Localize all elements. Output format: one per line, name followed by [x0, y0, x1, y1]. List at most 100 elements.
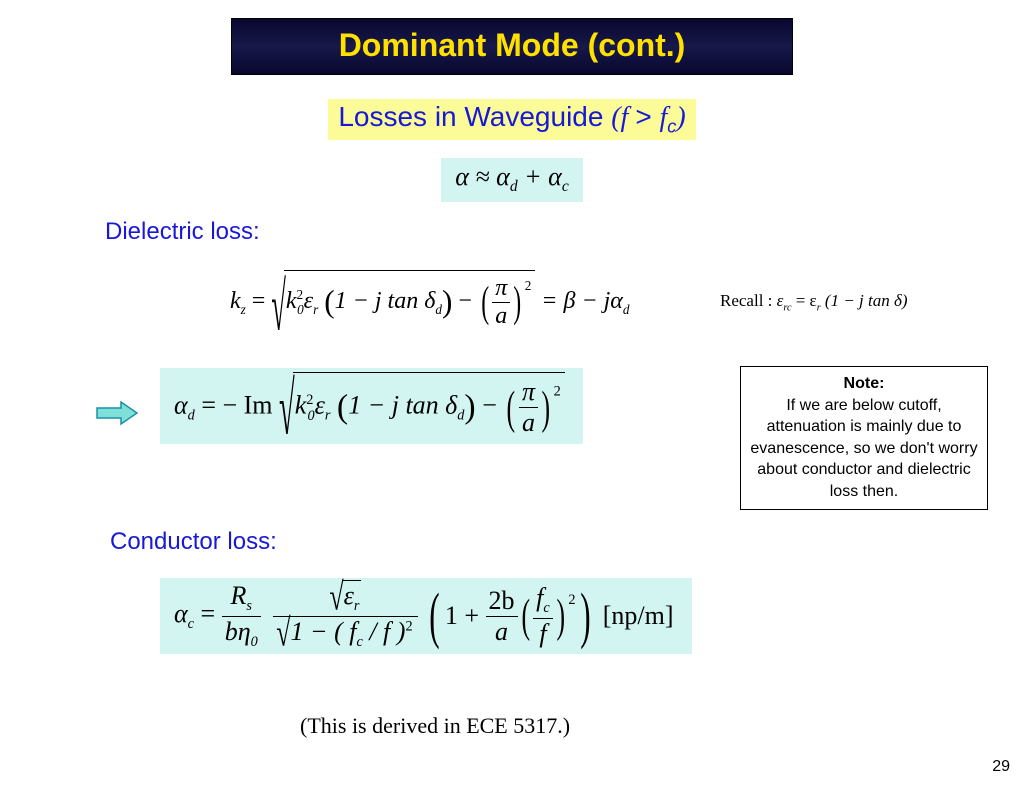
- sqrt-den: √1 − ( fc / f )2: [273, 617, 417, 651]
- ac-eq: =: [194, 599, 222, 628]
- slide-title: Dominant Mode (cont.): [231, 18, 793, 75]
- subtitle-gt: >: [635, 101, 659, 132]
- ad-sup2: 2: [554, 383, 561, 399]
- delta-d: d: [435, 302, 442, 317]
- ac-lhs: α: [174, 599, 188, 628]
- sqrt-frac: √εr √1 − ( fc / f )2: [273, 581, 417, 650]
- alpha-c-sub: c: [562, 178, 569, 195]
- eta0: 0: [251, 634, 258, 650]
- paren-content: 1 − j tan δ: [335, 288, 436, 314]
- eps: ε: [304, 288, 313, 314]
- big-lparen: (: [507, 381, 516, 435]
- kz-lhs: k: [230, 288, 241, 314]
- recall-note: Recall : εrc = εr (1 − j tan δ): [720, 291, 908, 313]
- rparen: ): [464, 388, 475, 425]
- subtitle-close: ): [676, 102, 685, 133]
- b: b: [225, 617, 238, 646]
- kz-rhs: = β − jα: [535, 288, 623, 314]
- big-rparen-2: ): [581, 580, 591, 652]
- arrow-icon: [95, 400, 141, 426]
- Rs-s: s: [246, 599, 252, 615]
- eta: η: [238, 617, 251, 646]
- kz-eq: =: [246, 288, 272, 314]
- ad-a: a: [519, 408, 538, 438]
- alpha-approx: α ≈ α: [455, 162, 510, 191]
- subtitle-c: c: [667, 117, 676, 137]
- kz-rhs-d: d: [623, 302, 630, 317]
- pi-over-a: πa: [492, 275, 510, 330]
- derived-note: (This is derived in ECE 5317.): [300, 713, 570, 739]
- minus: −: [452, 288, 478, 314]
- subtitle: Losses in Waveguide (f > fc): [328, 99, 695, 140]
- ad-k0-sup: 2: [306, 392, 313, 408]
- ad-minus: −: [476, 390, 504, 419]
- a: a: [492, 303, 510, 330]
- fc-c: c: [543, 601, 549, 617]
- inner-sup2: 2: [568, 592, 575, 608]
- rparen: ): [442, 284, 452, 319]
- ac-eps-r: r: [354, 599, 360, 615]
- alpha-d-sub: d: [510, 178, 518, 195]
- ad-k0-sub: 0: [307, 408, 314, 424]
- alpha-approx-equation: α ≈ αd + αc: [441, 158, 583, 202]
- kz-equation: kz = √ k20εr (1 − j tan δd) − (πa)2 = β …: [230, 270, 710, 340]
- title-text: Dominant Mode (cont.): [339, 27, 686, 63]
- sqrt-icon-4: √: [276, 611, 290, 656]
- ad-eps-r: r: [325, 408, 331, 424]
- inner-lparen: (: [521, 589, 530, 643]
- one-plus: 1 +: [445, 601, 486, 630]
- inner-rparen: ): [556, 589, 565, 643]
- den-vinc: 1 − ( fc / f )2: [289, 616, 415, 646]
- k0-sup: 2: [296, 287, 303, 302]
- pi: π: [492, 275, 510, 303]
- subtitle-paren-open: (: [611, 102, 620, 133]
- kz-radicand: k20εr (1 − j tan δd) − (πa)2: [284, 270, 535, 330]
- sqrt-eps-num: √εr: [273, 581, 417, 616]
- 2b: 2b: [486, 586, 518, 617]
- recall-label: Recall :: [720, 291, 777, 310]
- note-box: Note: If we are below cutoff, attenuatio…: [740, 366, 988, 510]
- ad-pi-over-a: πa: [519, 377, 538, 438]
- ad-pi: π: [519, 377, 538, 408]
- rs-num: Rs: [222, 581, 261, 616]
- sqrt-icon-2: √: [279, 372, 295, 455]
- note-body: If we are below cutoff, attenuation is m…: [750, 397, 977, 500]
- big-rparen: ): [541, 381, 550, 435]
- k0: k: [286, 288, 297, 314]
- fc-num: fc: [533, 583, 553, 618]
- sup2: 2: [525, 278, 532, 293]
- fc-over-f: fcf: [533, 583, 553, 648]
- subtitle-f: f: [621, 102, 636, 133]
- one-minus: 1 − ( f: [291, 617, 357, 646]
- alpha-plus: + α: [518, 162, 562, 191]
- big-lparen: (: [481, 278, 489, 327]
- alpha-d-equation: αd = − Im √ k20εr (1 − j tan δd) − (πa)2: [160, 368, 583, 444]
- 2b-over-a: 2ba: [486, 586, 518, 647]
- lparen: (: [324, 284, 334, 319]
- subtitle-text: Losses in Waveguide: [338, 101, 611, 132]
- note-title: Note:: [844, 375, 885, 392]
- eps-r: r: [313, 302, 318, 317]
- alpha-c-equation: αc = Rs bη0 √εr √1 − ( fc / f )2 (1 + 2b…: [160, 578, 692, 654]
- ad-lhs: α: [174, 390, 188, 419]
- Rs: R: [230, 581, 246, 610]
- sqrt-eps-vinc: εr: [342, 580, 362, 610]
- dielectric-loss-label: Dielectric loss:: [105, 218, 260, 246]
- a2: a: [486, 617, 518, 647]
- page-number: 29: [992, 758, 1010, 776]
- recall-mid: = ε: [791, 291, 816, 310]
- ad-k0: k: [295, 390, 307, 419]
- lparen: (: [337, 388, 348, 425]
- sqrt-icon: √: [271, 267, 285, 348]
- over-f: / f ): [363, 617, 406, 646]
- ad-eps: ε: [315, 390, 325, 419]
- ad-d: d: [188, 408, 195, 424]
- ad-mid: = − Im: [195, 390, 279, 419]
- k0-sub: 0: [297, 302, 304, 317]
- f-den: f: [533, 619, 553, 649]
- ac-eps: ε: [344, 581, 354, 610]
- conductor-loss-label: Conductor loss:: [110, 528, 277, 556]
- recall-rhs: (1 − j tan δ): [821, 291, 908, 310]
- ad-radicand: k20εr (1 − j tan δd) − (πa)2: [293, 372, 565, 438]
- den-sup2: 2: [405, 618, 412, 634]
